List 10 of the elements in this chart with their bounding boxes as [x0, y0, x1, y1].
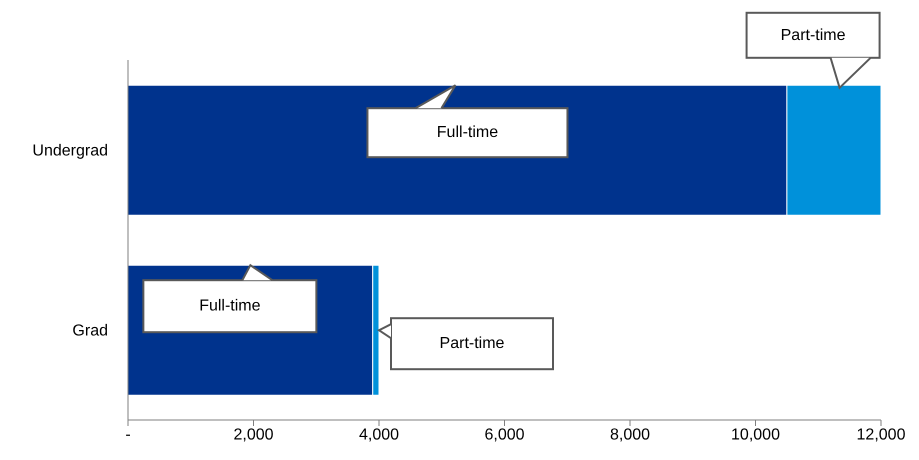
x-tick-label: 6,000 — [484, 426, 525, 444]
series-label: Full-time — [199, 298, 261, 315]
x-tick-label: 10,000 — [731, 426, 780, 444]
x-tick-label: 8,000 — [610, 426, 650, 444]
x-tick-label: - — [125, 426, 131, 444]
x-tick-label: 12,000 — [856, 426, 906, 444]
y-tick-label: Grad — [72, 322, 108, 340]
y-tick-label: Undergrad — [32, 142, 108, 160]
x-tick-label: 2,000 — [233, 426, 274, 444]
x-tick-label: 4,000 — [358, 426, 400, 444]
